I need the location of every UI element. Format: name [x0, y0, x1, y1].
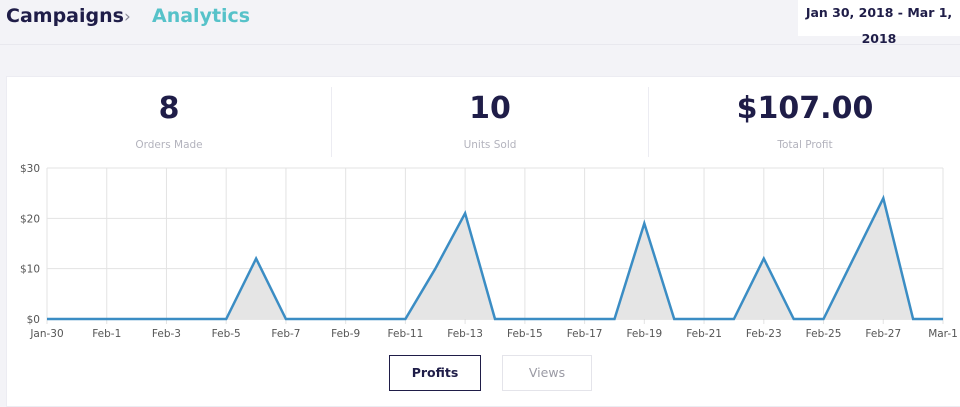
- x-tick-label: Feb-11: [388, 328, 424, 340]
- x-tick-label: Feb-9: [331, 328, 360, 340]
- x-tick-label: Feb-15: [507, 328, 543, 340]
- x-tick-label: Feb-13: [447, 328, 483, 340]
- x-tick-label: Mar-1: [928, 328, 958, 340]
- x-tick-label: Feb-7: [271, 328, 300, 340]
- y-tick-label: $30: [20, 163, 40, 175]
- x-tick-label: Feb-25: [806, 328, 842, 340]
- x-tick-label: Jan-30: [29, 328, 63, 340]
- y-tick-label: $0: [27, 314, 40, 326]
- x-tick-label: Feb-27: [865, 328, 901, 340]
- x-tick-label: Feb-1: [92, 328, 121, 340]
- x-tick-label: Feb-23: [746, 328, 782, 340]
- series-line: [47, 198, 943, 319]
- x-tick-label: Feb-17: [567, 328, 603, 340]
- y-tick-label: $10: [20, 264, 40, 276]
- x-tick-label: Feb-19: [626, 328, 662, 340]
- y-tick-label: $20: [20, 213, 40, 225]
- profits-button[interactable]: Profits: [389, 355, 481, 391]
- x-tick-label: Feb-3: [152, 328, 181, 340]
- series-area: [47, 198, 943, 319]
- x-tick-label: Feb-5: [212, 328, 241, 340]
- x-tick-label: Feb-21: [686, 328, 722, 340]
- views-button[interactable]: Views: [502, 355, 592, 391]
